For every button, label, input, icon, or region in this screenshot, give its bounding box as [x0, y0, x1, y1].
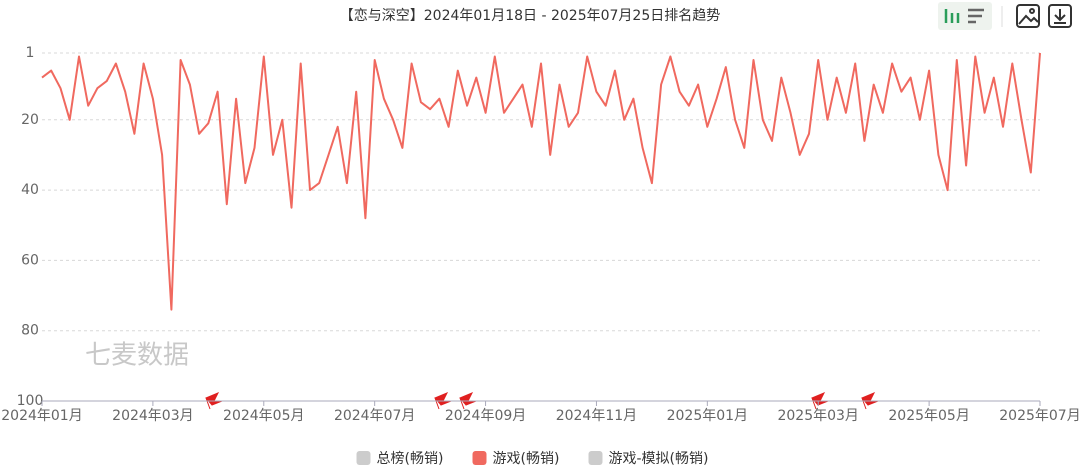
legend-item[interactable]: 游戏(畅销)	[472, 451, 560, 467]
x-tick-label: 2025年03月	[777, 408, 858, 424]
x-tick-label: 2025年01月	[667, 408, 748, 424]
y-tick-label: 60	[21, 252, 39, 268]
y-tick-label: 20	[21, 112, 39, 128]
legend-label: 游戏(畅销)	[493, 451, 560, 467]
bar-view-button[interactable]	[944, 9, 960, 23]
x-tick-label: 2024年05月	[223, 408, 304, 424]
y-tick-label: 100	[17, 393, 44, 409]
x-tick-label: 2024年11月	[556, 408, 637, 424]
y-tick-label: 1	[26, 45, 35, 61]
x-tick-label: 2024年03月	[112, 408, 193, 424]
x-tick-label: 2025年05月	[888, 408, 969, 424]
x-tick-label: 2024年07月	[334, 408, 415, 424]
legend-item[interactable]: 总榜(畅销)	[356, 450, 444, 467]
y-tick-label: 40	[21, 182, 39, 198]
data-line	[41, 52, 1041, 311]
list-view-button[interactable]	[968, 8, 984, 24]
chart-title: 【恋与深空】2024年01月18日 - 2025年07月25日排名趋势	[340, 7, 720, 24]
y-tick-label: 80	[21, 323, 39, 339]
image-button[interactable]	[1016, 4, 1040, 28]
legend-label: 游戏-模拟(畅销)	[609, 451, 709, 467]
x-tick-label: 2024年09月	[445, 408, 526, 424]
legend-swatch	[588, 451, 603, 465]
x-tick-label: 2025年07月	[999, 408, 1080, 424]
legend-label: 总榜(畅销)	[377, 450, 444, 467]
download-button[interactable]	[1048, 4, 1072, 28]
watermark: 七麦数据	[85, 341, 189, 371]
legend-swatch	[356, 451, 371, 465]
x-tick-label: 2024年01月	[1, 408, 82, 424]
legend-swatch	[472, 451, 487, 465]
toolbar	[938, 2, 1072, 30]
legend-item[interactable]: 游戏-模拟(畅销)	[588, 451, 709, 467]
